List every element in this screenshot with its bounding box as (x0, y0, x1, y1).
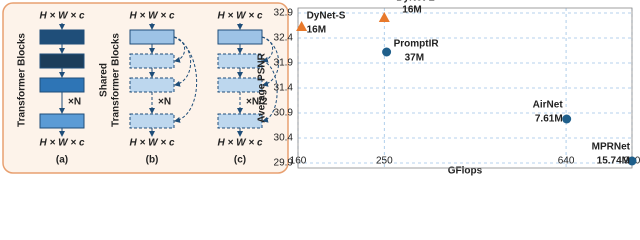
x-tick-label: 250 (376, 156, 393, 167)
block (129, 77, 175, 93)
repeat-label: ×N (158, 97, 171, 108)
y-tick-label: 32.4 (274, 33, 294, 44)
repeat-label: ×N/2 (246, 97, 268, 108)
share-arrow (173, 36, 198, 123)
block (129, 29, 175, 45)
point-params: 16M (307, 25, 326, 36)
caption: (c) (234, 155, 246, 166)
point-label: DyNet-L (396, 0, 434, 4)
point (382, 47, 392, 57)
share-arrow (173, 36, 186, 63)
block (129, 53, 175, 69)
panel-b (129, 23, 198, 137)
output-label: H × W × c (129, 138, 174, 149)
repeat-label: ×N (68, 97, 81, 108)
output-label: H × W × c (39, 138, 84, 149)
side-label: Shared (99, 63, 110, 97)
block (217, 77, 263, 93)
point-label: DyNet-S (307, 11, 346, 22)
figure: H × W × c ×N H × W × c (a) Transformer B… (2, 0, 640, 177)
point (296, 21, 308, 31)
block (39, 113, 85, 129)
panel-c (217, 23, 279, 137)
point (562, 114, 572, 124)
panel-a (39, 23, 85, 137)
y-axis-label: Average PSNR (257, 52, 268, 122)
share-arrow (261, 60, 278, 123)
plot-frame (297, 7, 633, 169)
block (217, 53, 263, 69)
point (627, 156, 637, 166)
y-tick-label: 30.4 (274, 133, 294, 144)
block (39, 29, 85, 45)
point-params: 16M (402, 5, 421, 16)
input-label: H × W × c (217, 11, 262, 22)
share-arrow (261, 36, 279, 87)
caption: (b) (146, 155, 159, 166)
caption: (a) (56, 155, 68, 166)
point-label: AirNet (533, 100, 564, 111)
x-axis-label: GFlops (448, 166, 483, 177)
point-label: PromptIR (394, 39, 440, 50)
y-tick-label: 30.9 (274, 108, 294, 119)
block (129, 113, 175, 129)
block (217, 29, 263, 45)
block (39, 77, 85, 93)
output-label: H × W × c (217, 138, 262, 149)
y-tick-label: 32.9 (274, 8, 294, 19)
y-tick-label: 29.9 (274, 158, 294, 169)
input-label: H × W × c (39, 11, 84, 22)
y-tick-label: 31.9 (274, 58, 294, 69)
page: H × W × c ×N H × W × c (a) Transformer B… (2, 0, 640, 177)
point-params: 15.74M (597, 156, 630, 167)
x-tick-label: 640 (558, 156, 575, 167)
point-label: MPRNet (592, 142, 631, 153)
point (378, 12, 390, 22)
block (39, 53, 85, 69)
y-tick-label: 31.4 (274, 83, 294, 94)
point-params: 7.61M (535, 114, 563, 125)
point-params: 37M (405, 53, 424, 64)
block (217, 113, 263, 129)
side-label: Transformer Blocks (17, 33, 28, 127)
share-arrow (261, 36, 274, 63)
side-label: Transformer Blocks (111, 33, 122, 127)
input-label: H × W × c (129, 11, 174, 22)
